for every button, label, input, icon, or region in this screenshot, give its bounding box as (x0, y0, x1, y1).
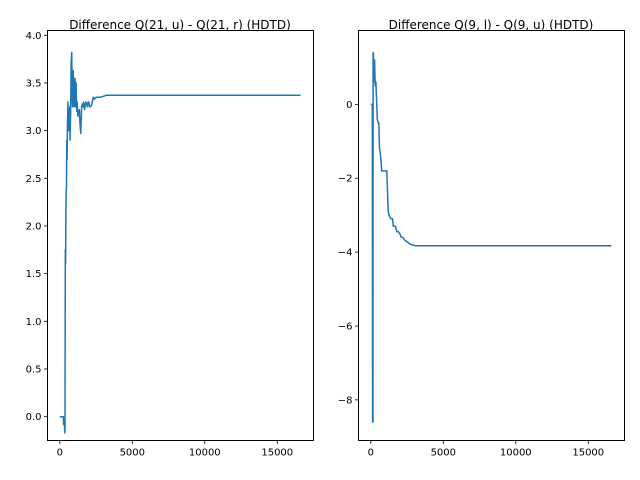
left-y-tick-label: 3.5 (26, 78, 42, 89)
left-y-tick-label: 2.0 (26, 221, 42, 232)
left-plot-area: 0 5000 10000 15000 0.0 0.5 1.0 1.5 2.0 2.5 3.0 3.5 4… (26, 31, 301, 459)
right-plot-area: 0 5000 10000 15000 −8 −6 −4 −2 0 (338, 51, 612, 459)
right-series-line (370, 51, 612, 423)
left-chart-title: Difference Q(21, u) - Q(21, r) (HDTD) (69, 18, 291, 32)
left-y-tick-label: 2.5 (26, 174, 42, 185)
left-x-tick-label: 10000 (189, 448, 221, 459)
left-series-line (59, 51, 301, 434)
right-y-tick-label: 0 (346, 100, 352, 111)
left-y-tick-label: 1.5 (26, 269, 42, 280)
left-x-tick-label: 5000 (120, 448, 145, 459)
left-y-tick-label: 3.0 (26, 126, 42, 137)
right-x-tick-label: 5000 (431, 448, 456, 459)
right-x-tick-label: 15000 (572, 448, 604, 459)
right-y-tick-label: −8 (338, 395, 353, 406)
right-y-tick-label: −2 (338, 174, 353, 185)
right-y-tick-label: −6 (338, 321, 353, 332)
left-axes-frame (47, 30, 314, 441)
right-axes-frame (358, 30, 625, 441)
left-y-tick-label: 0.5 (26, 364, 42, 375)
right-x-tick-label: 10000 (500, 448, 532, 459)
right-subplot: Difference Q(9, l) - Q(9, u) (HDTD) 0 500… (338, 18, 625, 459)
left-x-tick-label: 0 (57, 448, 63, 459)
left-y-tick-label: 0.0 (26, 412, 42, 423)
left-y-tick-label: 4.0 (26, 31, 42, 42)
right-x-tick-label: 0 (368, 448, 374, 459)
left-y-tick-label: 1.0 (26, 317, 42, 328)
right-chart-title: Difference Q(9, l) - Q(9, u) (HDTD) (389, 18, 594, 32)
left-subplot: Difference Q(21, u) - Q(21, r) (HDTD) 0 5… (26, 18, 314, 459)
right-y-tick-label: −4 (338, 248, 353, 259)
left-x-tick-label: 15000 (261, 448, 293, 459)
